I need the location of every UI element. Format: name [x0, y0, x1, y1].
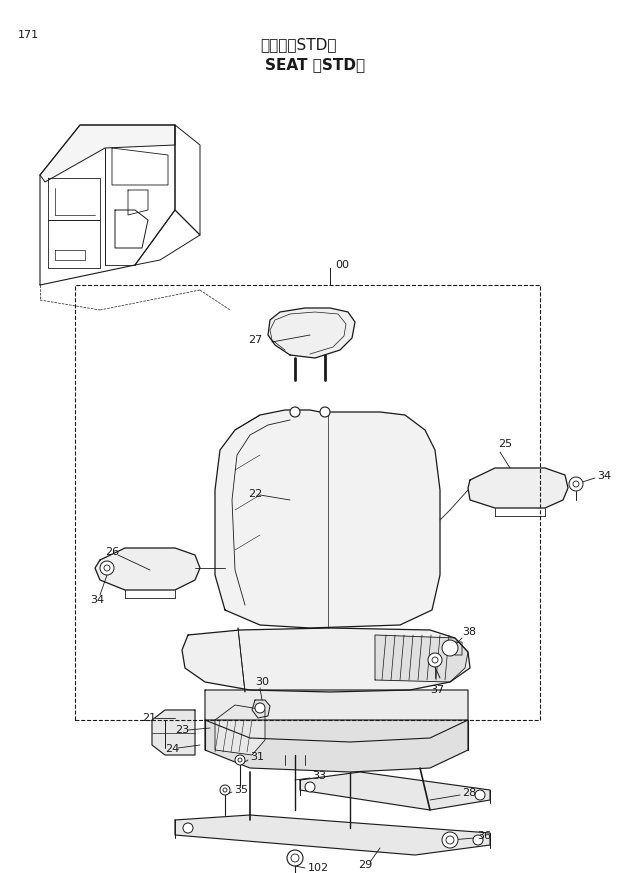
Circle shape	[573, 481, 579, 487]
Circle shape	[320, 407, 330, 417]
Circle shape	[291, 854, 299, 862]
Polygon shape	[175, 815, 490, 855]
Circle shape	[220, 785, 230, 795]
Circle shape	[223, 788, 227, 792]
Circle shape	[290, 407, 300, 417]
Text: 31: 31	[250, 752, 264, 762]
Text: 28: 28	[462, 788, 476, 798]
Polygon shape	[268, 308, 355, 358]
Polygon shape	[252, 700, 270, 718]
Circle shape	[432, 657, 438, 663]
Polygon shape	[205, 720, 468, 772]
Polygon shape	[152, 710, 195, 755]
Circle shape	[305, 782, 315, 792]
Polygon shape	[375, 635, 468, 682]
Circle shape	[475, 790, 485, 800]
Text: 25: 25	[498, 439, 512, 449]
Circle shape	[442, 832, 458, 848]
Text: 34: 34	[597, 471, 611, 481]
Circle shape	[235, 755, 245, 765]
Text: 38: 38	[462, 627, 476, 637]
Polygon shape	[40, 125, 175, 182]
Text: 30: 30	[255, 677, 269, 687]
Polygon shape	[215, 410, 440, 628]
Circle shape	[287, 850, 303, 866]
Text: 35: 35	[234, 785, 248, 795]
Text: SEAT ＜STD＞: SEAT ＜STD＞	[265, 58, 365, 72]
Text: 00: 00	[335, 260, 349, 270]
Text: 37: 37	[430, 685, 444, 695]
Circle shape	[569, 477, 583, 491]
Polygon shape	[468, 468, 568, 508]
Text: 34: 34	[90, 595, 104, 605]
Text: 21: 21	[142, 713, 156, 723]
Circle shape	[238, 758, 242, 762]
Polygon shape	[300, 772, 490, 810]
Text: 23: 23	[175, 725, 189, 735]
Polygon shape	[95, 548, 200, 590]
Circle shape	[446, 836, 454, 844]
Polygon shape	[182, 628, 470, 692]
Text: 26: 26	[105, 547, 119, 557]
Polygon shape	[205, 690, 468, 742]
Text: 102: 102	[308, 863, 329, 873]
Text: 171: 171	[18, 30, 39, 40]
Text: 24: 24	[165, 744, 179, 754]
Circle shape	[442, 640, 458, 656]
Polygon shape	[215, 705, 265, 755]
Text: 36: 36	[477, 831, 491, 841]
Circle shape	[104, 565, 110, 571]
Circle shape	[183, 823, 193, 833]
Text: 27: 27	[248, 335, 262, 345]
Circle shape	[473, 835, 483, 845]
Text: シート＜STD＞: シート＜STD＞	[260, 38, 337, 52]
Text: 29: 29	[358, 860, 372, 870]
Circle shape	[255, 703, 265, 713]
Text: 33: 33	[312, 771, 326, 781]
Circle shape	[428, 653, 442, 667]
Text: 22: 22	[248, 489, 262, 499]
Circle shape	[100, 561, 114, 575]
